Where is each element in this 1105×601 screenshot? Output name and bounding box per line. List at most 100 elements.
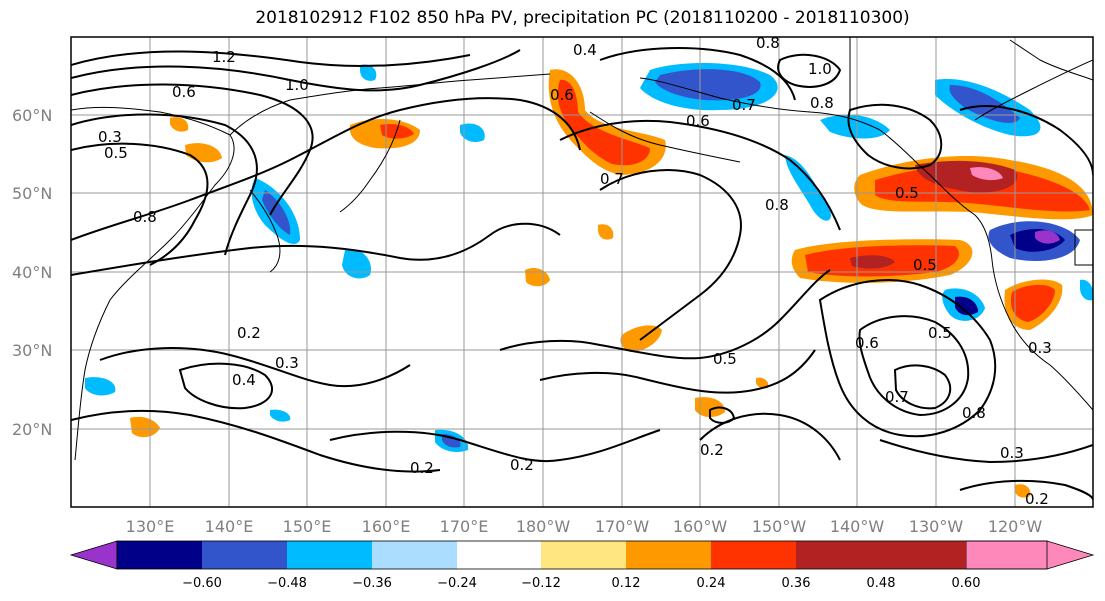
shade-pos-mid6	[756, 377, 769, 389]
colorbar-tick-label: −0.48	[267, 576, 307, 591]
shade-neg-3	[820, 114, 890, 139]
lat-label: 60°N	[12, 106, 52, 125]
colorbar-extend-high	[965, 540, 1095, 570]
colorbar-segment	[711, 541, 796, 569]
contour-label: 0.5	[928, 324, 952, 342]
colorbar-segment	[541, 541, 626, 569]
shade-neg-alaska-core	[655, 69, 761, 101]
latitude-labels: 60°N 50°N 40°N 30°N 20°N	[12, 106, 52, 439]
colorbar-segment	[117, 541, 202, 569]
lon-label: 150°W	[752, 517, 807, 536]
contour-label-group: 1.2 0.6 1.0 0.4 0.3 0.5 0.8 0.6 0.8 0.7 …	[98, 34, 1052, 508]
contour-label: 0.2	[510, 456, 534, 474]
lon-label: 160°E	[362, 517, 411, 536]
shade-pos-mid2	[525, 268, 550, 287]
contour-label: 0.4	[232, 371, 256, 389]
shade-neg-5	[1080, 279, 1093, 301]
colorbar-segment	[881, 541, 966, 569]
shade-neg-1	[460, 123, 485, 143]
contour-label: 1.0	[285, 76, 309, 94]
contour-label: 0.2	[410, 459, 434, 477]
contour-label: 0.2	[1025, 490, 1049, 508]
lon-label: 120°W	[988, 517, 1043, 536]
shade-pos-ca-core	[1010, 284, 1055, 322]
contour-label: 0.5	[713, 350, 737, 368]
contour-label: 0.3	[275, 354, 299, 372]
shade-neg-nw-core	[949, 85, 1020, 123]
contour-label: 0.8	[810, 94, 834, 112]
shade-neg-ca-core	[955, 296, 978, 316]
lat-label: 30°N	[12, 341, 52, 360]
shade-pos-east40-dark	[850, 255, 895, 269]
shade-pos-mid3	[598, 224, 614, 240]
contour-label: 0.6	[550, 86, 574, 104]
contour-label: 0.8	[765, 196, 789, 214]
colorbar-segment	[796, 541, 881, 569]
colorbar-segment	[287, 541, 372, 569]
lon-label: 170°W	[595, 517, 650, 536]
lon-label: 150°E	[283, 517, 332, 536]
colorbar-segment	[372, 541, 457, 569]
contour-label: 0.5	[895, 184, 919, 202]
shade-pos-ohk2	[170, 117, 189, 132]
contour-label: 0.2	[237, 324, 261, 342]
contour-label: 0.3	[1028, 339, 1052, 357]
lat-label: 40°N	[12, 263, 52, 282]
shade-pos-mid5	[1015, 484, 1031, 498]
shade-pos-mid4	[695, 397, 725, 418]
contour-label: 0.3	[98, 128, 122, 146]
colorbar-tick-label: 0.36	[782, 576, 811, 591]
pv-contours	[71, 47, 1093, 501]
shade-neg-2	[270, 409, 291, 422]
colorbar-extend-low	[69, 540, 118, 570]
contour-label: 0.6	[172, 83, 196, 101]
contour-label: 1.2	[212, 48, 236, 66]
shade-pos-goa-dark	[915, 160, 1018, 193]
shade-neg-w	[85, 377, 116, 396]
lon-label: 160°W	[673, 517, 728, 536]
colorbar-tick-label: 0.60	[952, 576, 981, 591]
shade-neg-mid2	[342, 249, 371, 279]
colorbar-segment	[457, 541, 541, 569]
contour-label: 0.8	[756, 34, 780, 52]
colorbar-tick-label: −0.24	[437, 576, 477, 591]
contour-label: 1.0	[808, 60, 832, 78]
shade-pos-berings-core	[557, 79, 650, 166]
contour-label: 0.7	[732, 96, 756, 114]
lon-label: 180°W	[516, 517, 571, 536]
contour-label: 0.6	[855, 334, 879, 352]
map-panel: 1.2 0.6 1.0 0.4 0.3 0.5 0.8 0.6 0.8 0.7 …	[70, 34, 1094, 508]
lon-label: 130°W	[909, 517, 964, 536]
colorbar-tick-label: 0.48	[867, 576, 896, 591]
colorbar-segment	[626, 541, 711, 569]
colorbar-tick-label: −0.60	[182, 576, 222, 591]
gridlines	[71, 37, 1093, 507]
contour-label: 0.5	[913, 256, 937, 274]
colorbar-tick-label: −0.12	[521, 576, 561, 591]
lon-label: 170°E	[440, 517, 489, 536]
contour-label: 0.7	[885, 388, 909, 406]
contour-label: 0.8	[133, 208, 157, 226]
contour-label: 0.2	[700, 441, 724, 459]
contour-label: 0.4	[573, 41, 597, 59]
contour-label: 0.3	[1000, 444, 1024, 462]
map-title: 2018102912 F102 850 hPa PV, precipitatio…	[255, 8, 910, 28]
lat-label: 20°N	[12, 420, 52, 439]
lon-label: 140°E	[205, 517, 254, 536]
shade-neg-4	[360, 64, 377, 81]
contour-label: 0.6	[686, 112, 710, 130]
colorbar-tick-label: 0.12	[612, 576, 641, 591]
contour-label: 0.8	[962, 404, 986, 422]
shade-neg-us-purple	[1035, 230, 1060, 244]
colorbar-tick-label: −0.36	[352, 576, 392, 591]
contour-label: 0.7	[600, 170, 624, 188]
shade-pos-goa-pink	[970, 167, 1003, 181]
precipitation-shading	[85, 63, 1093, 498]
colorbar-tick-label: 0.24	[697, 576, 726, 591]
colorbar-segment	[202, 541, 287, 569]
longitude-labels: 130°E 140°E 150°E 160°E 170°E 180°W 170°…	[126, 517, 1043, 536]
colorbar: −0.60 −0.48 −0.36 −0.24 −0.12 0.12 0.24 …	[69, 540, 1095, 591]
lat-label: 50°N	[12, 184, 52, 203]
lon-label: 130°E	[126, 517, 175, 536]
